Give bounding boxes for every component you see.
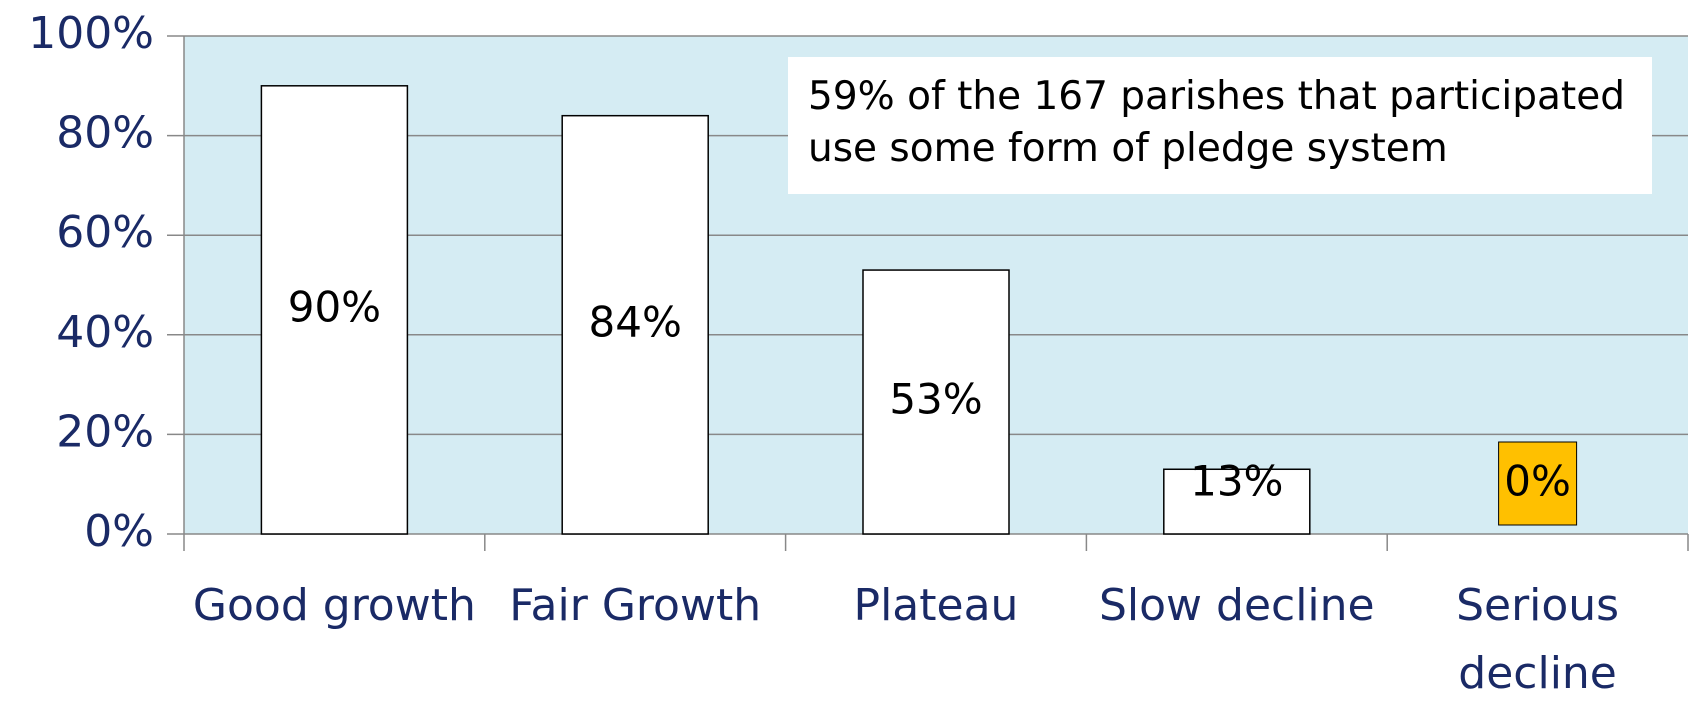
x-tick-label-box: Good growth (192, 580, 476, 631)
value-label: 13% (1190, 457, 1283, 506)
value-label: 0% (1504, 457, 1571, 506)
y-tick-label: 0% (84, 506, 154, 557)
y-tick-label: 60% (56, 207, 154, 258)
value-label: 53% (889, 375, 982, 424)
x-tick-label-box: Fair Growth (509, 580, 762, 631)
value-label: 90% (288, 282, 381, 331)
bar (260, 85, 409, 535)
x-tick-label-box: Serious decline (1456, 580, 1620, 699)
x-tick-label: Good growth (192, 580, 476, 631)
bar (561, 114, 709, 535)
value-label: 84% (589, 297, 682, 346)
x-tick-label: Serious decline (1456, 580, 1620, 699)
x-tick-label: Fair Growth (509, 580, 762, 631)
bar (1163, 468, 1311, 535)
value-label-background (1498, 441, 1578, 526)
x-tick-label-box: Plateau (853, 580, 1019, 631)
x-tick-label: Plateau (853, 580, 1019, 631)
y-tick-label: 80% (56, 108, 154, 159)
annotation-box: 59% of the 167 parishes that participate… (788, 57, 1652, 194)
bar (862, 269, 1010, 535)
y-tick-label: 100% (28, 8, 154, 59)
annotation: 59% of the 167 parishes that participate… (788, 57, 1652, 194)
x-tick-label-box: Slow decline (1098, 580, 1375, 631)
x-tick-label: Slow decline (1098, 580, 1375, 631)
y-tick-label: 20% (56, 406, 154, 457)
y-tick-label: 40% (56, 307, 154, 358)
